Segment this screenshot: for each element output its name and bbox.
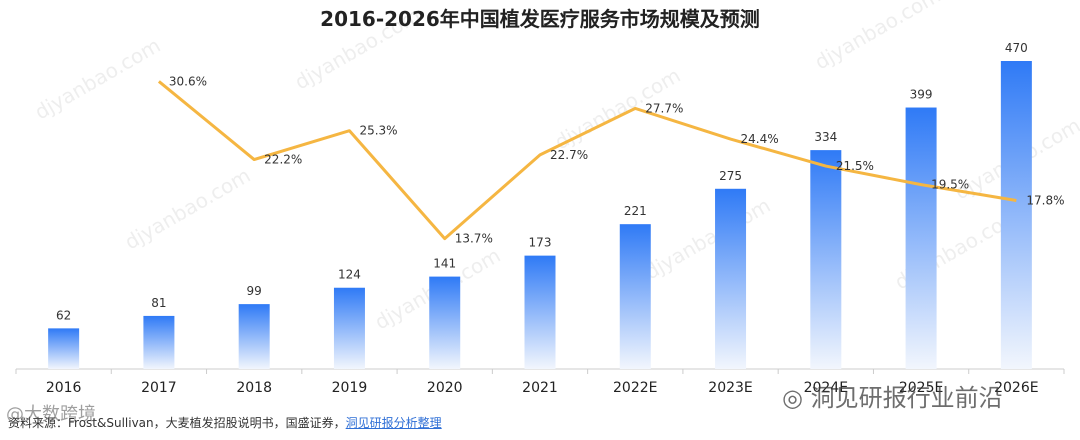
rate-label-2026E: 17.8%: [1026, 193, 1064, 207]
bar-label-2016: 62: [56, 308, 71, 322]
x-tick-2021: 2021: [522, 380, 558, 396]
bar-label-2018: 99: [247, 284, 262, 298]
bar-label-2026E: 470: [1005, 41, 1028, 55]
bar-2024E: [810, 150, 842, 369]
x-tick-2025E: 2025E: [899, 380, 943, 396]
bar-2025E: [905, 107, 937, 370]
bar-label-2023E: 275: [719, 169, 742, 183]
x-tick-2020: 2020: [427, 380, 463, 396]
bar-2017: [143, 315, 175, 369]
bar-series: [48, 61, 1032, 370]
corner-watermark-right: ◎ 洞见研报行业前沿: [782, 378, 1003, 413]
bar-2016: [48, 328, 80, 369]
x-tick-2022E: 2022E: [613, 380, 657, 396]
source-link[interactable]: 洞见研报分析整理: [345, 416, 442, 430]
bar-label-2019: 124: [338, 268, 361, 282]
bar-label-2020: 141: [433, 257, 456, 271]
watermark-text: djyanbao.com: [811, 0, 945, 74]
chart-title: 2016-2026年中国植发医疗服务市场规模及预测: [320, 7, 760, 31]
bar-2018: [238, 304, 270, 369]
bar-label-2017: 81: [151, 296, 166, 310]
watermark-text: djyanbao.com: [121, 163, 255, 254]
growth-rate-labels: 30.6% 22.2% 25.3% 13.7% 22.7% 27.7% 24.4% 21.5%…: [169, 74, 1065, 245]
bar-2022E: [619, 224, 651, 369]
bar-2019: [333, 287, 365, 369]
x-tick-2018: 2018: [236, 380, 272, 396]
rate-label-2018: 22.2%: [264, 153, 302, 167]
rate-label-2021: 22.7%: [550, 148, 588, 162]
rate-label-2023E: 24.4%: [741, 132, 779, 146]
bar-2026E: [1000, 61, 1032, 369]
corner-watermark-left: @大数跨境: [6, 404, 96, 425]
bar-label-2022E: 221: [624, 204, 647, 218]
x-tick-2019: 2019: [332, 380, 368, 396]
rate-label-2022E: 27.7%: [645, 101, 683, 115]
corner-watermark-right-text: 洞见研报行业前沿: [810, 384, 1003, 412]
rate-label-2020: 13.7%: [455, 232, 493, 246]
x-axis-tick-labels: 2016 2017 2018 2019 2020 2021 2022E 2023E 2024E 2…: [15, 369, 1065, 396]
bar-label-2021: 173: [529, 236, 552, 250]
x-tick-2023E: 2023E: [708, 380, 752, 396]
x-tick-2024E: 2024E: [804, 380, 848, 396]
bar-2023E: [715, 188, 747, 369]
watermark-text: djyanbao.com: [31, 33, 165, 124]
bar-2021: [524, 255, 556, 369]
watermark-text: djyanbao.com: [641, 193, 775, 284]
rate-label-2017: 30.6%: [169, 74, 207, 88]
rate-label-2024E: 21.5%: [836, 159, 874, 173]
source-note: 资料来源：Frost&Sullivan，大麦植发招股说明书，国盛证券，洞见研报分…: [8, 414, 442, 431]
rate-label-2025E: 19.5%: [931, 178, 969, 192]
x-tick-2017: 2017: [141, 380, 177, 396]
x-tick-2016: 2016: [46, 380, 82, 396]
wechat-icon: ◎: [782, 384, 803, 412]
bar-label-2024E: 334: [814, 130, 837, 144]
rate-label-2019: 25.3%: [359, 124, 397, 138]
bar-2020: [429, 276, 461, 369]
bar-value-labels: 62 81 99 124 141 173 221 275 334 399 470: [56, 41, 1028, 322]
x-tick-2026E: 2026E: [994, 380, 1038, 396]
source-text: 资料来源：Frost&Sullivan，大麦植发招股说明书，国盛证券，: [8, 416, 346, 430]
growth-rate-line: [157, 80, 1017, 241]
bar-label-2025E: 399: [910, 88, 933, 102]
